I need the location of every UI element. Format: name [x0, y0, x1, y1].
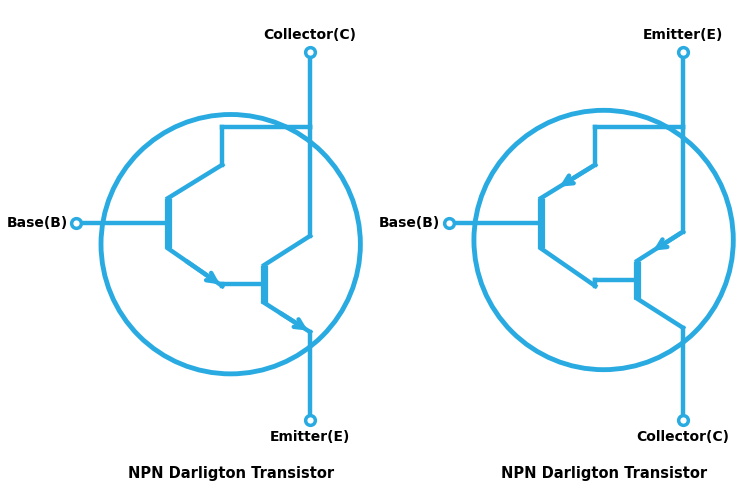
Text: Base(B): Base(B)	[380, 216, 440, 230]
Text: Emitter(E): Emitter(E)	[270, 430, 350, 444]
Text: Base(B): Base(B)	[6, 216, 68, 230]
Text: NPN Darligton Transistor: NPN Darligton Transistor	[500, 466, 706, 481]
Text: Collector(C): Collector(C)	[264, 28, 357, 42]
Text: Collector(C): Collector(C)	[637, 430, 730, 444]
Text: NPN Darligton Transistor: NPN Darligton Transistor	[128, 466, 334, 481]
Text: Emitter(E): Emitter(E)	[643, 28, 723, 42]
